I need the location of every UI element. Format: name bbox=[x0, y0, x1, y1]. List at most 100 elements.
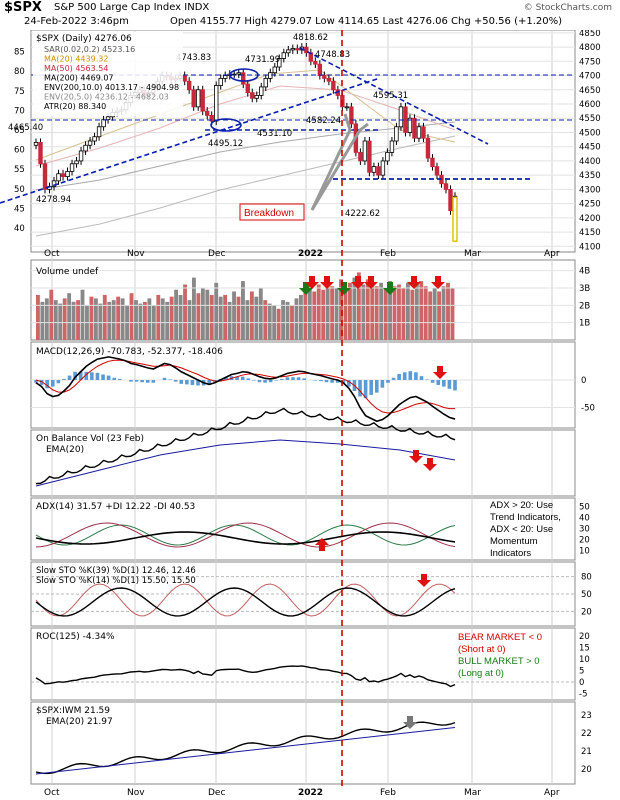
volume-bar-up bbox=[165, 301, 170, 340]
candle-up bbox=[398, 106, 404, 128]
volume-bar-down bbox=[397, 284, 401, 340]
price-legend-entry: ENV(20,5.0) 4236.12 - 4682.03 bbox=[44, 93, 169, 102]
volume-bar-up bbox=[379, 282, 384, 340]
candle-up bbox=[33, 142, 39, 146]
price-y-tick: 4450 bbox=[579, 143, 601, 153]
obv-chart bbox=[35, 407, 456, 487]
green-arrow bbox=[383, 282, 397, 295]
volume-bar-up bbox=[334, 288, 339, 340]
adx-note-line: Indicators bbox=[490, 548, 531, 559]
volume-bar-up bbox=[147, 298, 152, 340]
volume-bar-up bbox=[107, 301, 112, 340]
macd-histogram-bar bbox=[207, 380, 211, 385]
price-annotations: Breakdown 4278.94 4465.40 4743.83 4731.99 481… bbox=[8, 33, 408, 221]
macd-histogram-bar bbox=[84, 371, 89, 380]
macd-line bbox=[35, 356, 456, 423]
volume-bar-up bbox=[134, 300, 138, 340]
x-tick-label: Apr bbox=[544, 788, 560, 798]
obv-title: On Balance Vol (23 Feb) bbox=[36, 434, 144, 444]
ratio-ema-line bbox=[35, 727, 456, 775]
macd-histogram-bar bbox=[112, 377, 117, 380]
macd-histogram-bar bbox=[246, 378, 251, 380]
candle-up bbox=[277, 58, 282, 68]
macd-histogram-bar bbox=[140, 380, 144, 383]
breakdown-pointer bbox=[310, 113, 352, 211]
volume-bar-up bbox=[58, 303, 63, 340]
candle-down bbox=[241, 72, 246, 85]
candle-up bbox=[254, 95, 259, 99]
macd-histogram-bar bbox=[90, 372, 94, 380]
macd-histogram-bar bbox=[196, 380, 200, 386]
atr-y-tick: 45 bbox=[14, 204, 25, 214]
candle-down bbox=[322, 75, 327, 79]
adx-y-tick: 10 bbox=[579, 547, 590, 557]
volume-bar-up bbox=[325, 281, 330, 340]
adx-note-line: ADX < 20: Use bbox=[490, 524, 553, 535]
candle-down bbox=[38, 142, 43, 165]
volume-bar-up bbox=[254, 296, 259, 340]
red-arrow bbox=[315, 538, 329, 551]
macd-histogram-bar bbox=[380, 380, 385, 388]
legend-backdrop bbox=[33, 32, 183, 116]
candle-up bbox=[218, 77, 223, 86]
price-annotation: 4495.12 bbox=[208, 139, 243, 149]
candle-up bbox=[380, 160, 386, 176]
obv-panel-frame bbox=[30, 429, 576, 497]
candle-down bbox=[376, 166, 381, 176]
price-annotation: 4748.83 bbox=[315, 50, 350, 60]
ma50-line bbox=[35, 85, 456, 167]
candle-down bbox=[295, 48, 300, 51]
macd-histogram-bar bbox=[268, 380, 273, 383]
macd-histogram-bar bbox=[134, 380, 139, 382]
red-arrow bbox=[409, 450, 423, 463]
macd-histogram-bar bbox=[95, 372, 100, 380]
candle-down bbox=[186, 80, 192, 91]
candle-up bbox=[263, 77, 268, 88]
macd-histogram-bar bbox=[425, 379, 429, 380]
price-y-tick: 4250 bbox=[579, 200, 601, 210]
candle-down bbox=[412, 117, 417, 139]
macd-histogram-bar bbox=[118, 378, 122, 380]
price-y-tick: 4550 bbox=[579, 114, 601, 124]
ratio-y-tick: 22 bbox=[581, 729, 592, 739]
macd-histogram-bar bbox=[430, 380, 435, 383]
volume-bar-up bbox=[111, 300, 116, 340]
macd-histogram-bar bbox=[285, 377, 290, 380]
volume-bar-down bbox=[374, 286, 379, 340]
candle-up bbox=[214, 85, 219, 122]
volume-bar-up bbox=[71, 301, 76, 340]
macd-y-tick: -50 bbox=[581, 404, 595, 414]
candle-down bbox=[349, 106, 354, 125]
macd-histogram-bar bbox=[50, 380, 55, 387]
candle-up bbox=[78, 150, 84, 162]
volume-bar-down bbox=[450, 288, 455, 340]
price-y-tick: 4150 bbox=[579, 228, 601, 238]
ma200-line bbox=[35, 121, 456, 191]
macd-histogram-bar bbox=[67, 375, 72, 380]
candle-down bbox=[182, 75, 187, 82]
volume-bar-up bbox=[138, 303, 143, 340]
macd-histogram-bar bbox=[34, 380, 38, 383]
sto-slow-line bbox=[35, 587, 456, 617]
price-y-tick: 4350 bbox=[579, 171, 601, 181]
volume-bar-up bbox=[160, 298, 165, 340]
roc-note-line: BEAR MARKET < 0 bbox=[458, 632, 542, 643]
volume-bar-down bbox=[36, 294, 40, 340]
macd-histogram-bar bbox=[106, 375, 111, 380]
adx-panel-frame bbox=[30, 497, 576, 561]
sto-legend-1: Slow STO %K(39) %D(1) 12.46, 12.46 bbox=[36, 566, 196, 576]
atr-y-tick: 85 bbox=[14, 48, 25, 58]
candle-up bbox=[69, 163, 75, 172]
adx-line bbox=[35, 531, 456, 545]
breakdown-box bbox=[239, 203, 305, 221]
candle-up bbox=[101, 119, 106, 128]
volume-bar-down bbox=[89, 296, 94, 340]
candle-up bbox=[96, 126, 102, 138]
candle-down bbox=[434, 166, 440, 176]
macd-histogram-bar bbox=[302, 378, 306, 380]
volume-bar-down bbox=[383, 288, 388, 340]
candle-up bbox=[371, 166, 377, 173]
price-annotation: 4731.99 bbox=[245, 55, 280, 65]
